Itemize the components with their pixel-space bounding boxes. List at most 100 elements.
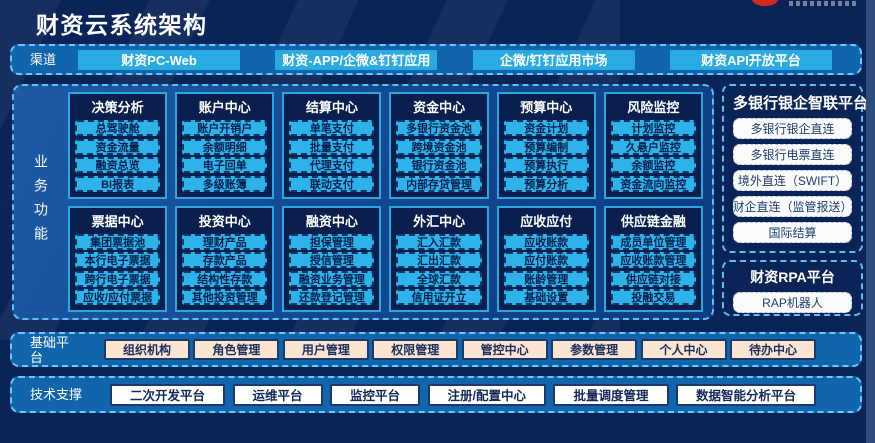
module-item-button[interactable]: 应收账款 (503, 233, 589, 250)
module-item-button[interactable]: 汇出汇款 (396, 252, 482, 269)
channels-label: 渠道 (30, 52, 57, 67)
module-item-button[interactable]: 应付账款 (503, 252, 589, 269)
base-platform-button[interactable]: 参数管理 (551, 339, 638, 360)
module-item-button[interactable]: 批量支付 (289, 138, 375, 155)
platform-item-button[interactable]: 多银行电票直连 (733, 144, 852, 165)
module-item-button[interactable]: 电子回单 (182, 157, 268, 174)
vendor-logo-icon (752, 0, 778, 6)
module-item-button[interactable]: 银行资金池 (396, 157, 482, 174)
rpa-platform-title: 财资RPA平台 (750, 269, 835, 285)
module-item-button[interactable]: 信用证开立 (396, 289, 482, 305)
module-item-button[interactable]: 汇入汇款 (396, 233, 482, 250)
rpa-platform-panel: 财资RPA平台 RAP机器人 (722, 260, 863, 316)
module-item-button[interactable]: 内部存贷管理 (396, 175, 482, 192)
module-item-button[interactable]: 集团票据池 (75, 233, 161, 250)
module-item-button[interactable]: 联动支付 (289, 175, 375, 192)
module-item-button[interactable]: 本行电子票据 (75, 252, 161, 269)
module-title: 投资中心 (198, 213, 251, 229)
module-item-button[interactable]: 融资业务管理 (289, 270, 375, 287)
channel-button[interactable]: 财资API开放平台 (669, 49, 832, 70)
module-box: 投资中心理财产品存款产品 结构性存款其他投资管理 (175, 205, 275, 312)
module-title: 风险监控 (627, 100, 680, 115)
module-item-button[interactable]: 投融交易 (610, 289, 696, 305)
module-box: 决策分析 总驾驶舱 资金流量 融资总览 BI报表 (68, 92, 168, 199)
module-item-button[interactable]: 预算编制 (503, 138, 589, 155)
module-item-button[interactable]: 融资总览 (75, 157, 161, 174)
module-item-button[interactable]: 账户开销户 (182, 120, 268, 137)
module-item-button[interactable]: 结构性存款 (182, 270, 268, 287)
rpa-item-button[interactable]: RAP机器人 (733, 292, 852, 313)
module-item-button[interactable]: 多级账簿 (182, 175, 268, 192)
platform-item-button[interactable]: 财企直连（监管报送） (733, 196, 852, 217)
module-item-button[interactable]: 应收/应付票据 (75, 289, 161, 305)
tech-support-button[interactable]: 数据智能分析平台 (675, 383, 816, 406)
module-item-button[interactable]: 资金流向监控 (610, 175, 696, 192)
module-item-button[interactable]: 余额监控 (610, 157, 696, 174)
base-platform-button[interactable]: 权限管理 (372, 339, 459, 360)
platform-item-button[interactable]: 国际结算 (733, 222, 852, 243)
module-item-button[interactable]: 其他投资管理 (182, 289, 268, 305)
tech-support-button[interactable]: 注册/配置中心 (427, 383, 546, 406)
module-item-button[interactable]: 存款产品 (182, 252, 268, 269)
module-item-button[interactable]: 久悬户监控 (610, 138, 696, 155)
base-platform-button[interactable]: 个人中心 (640, 339, 727, 360)
module-item-button[interactable]: 计划监控 (610, 120, 696, 137)
module-item-button[interactable]: 跨行电子票据 (75, 270, 161, 287)
module-item-button[interactable]: 预算分析 (503, 175, 589, 192)
channel-button[interactable]: 财资PC-Web (78, 49, 240, 70)
module-item-button[interactable]: 多银行资金池 (396, 120, 482, 137)
channels-panel: 渠道 财资PC-Web 财资-APP/企微&钉钉应用 企微/钉钉应用市场 财资API开… (10, 44, 862, 75)
rpa-item-list: RAP机器人 (733, 292, 852, 313)
base-platform-button-strip: 组织机构 角色管理 用户管理 权限管理 管控中心 参数管理 个人中心 待办中心 (104, 339, 816, 360)
module-box: 供应链金融成员单位管理 应收账款管理 供应链对接投融交易 (603, 205, 703, 312)
module-item-button[interactable]: 单笔支付 (289, 120, 375, 137)
base-platform-label: 基础平台 (30, 334, 70, 365)
module-box: 预算中心资金计划 预算编制预算执行 预算分析 (496, 92, 596, 199)
module-item-button[interactable]: 全球汇款 (396, 270, 482, 287)
module-item-button[interactable]: 还款登记管理 (289, 289, 375, 305)
channel-button[interactable]: 企微/钉钉应用市场 (472, 49, 635, 70)
base-platform-button[interactable]: 待办中心 (729, 339, 816, 360)
module-title: 供应链金融 (620, 213, 686, 229)
multibank-platform-panel: 多银行银企智联平台 多银行银企直连 多银行电票直连 境外直连（SWIFT） 财企直连（… (722, 84, 868, 253)
module-item-button[interactable]: 应收账款管理 (610, 252, 696, 269)
tech-support-label: 技术支撑 (30, 387, 83, 402)
module-title: 外汇中心 (413, 213, 466, 229)
module-item-button[interactable]: 代理支付 (289, 157, 375, 174)
tech-support-button[interactable]: 批量调度管理 (553, 383, 669, 406)
module-box: 账户中心账户开销户 余额明细电子回单 多级账簿 (175, 92, 275, 199)
module-item-button[interactable]: 担保管理 (289, 233, 375, 250)
tech-support-button[interactable]: 二次开发平台 (110, 383, 226, 406)
module-item-button[interactable]: 账龄管理 (503, 270, 589, 287)
platform-item-button[interactable]: 多银行银企直连 (733, 118, 852, 139)
base-platform-button[interactable]: 管控中心 (461, 339, 548, 360)
channel-button[interactable]: 财资-APP/企微&钉钉应用 (275, 49, 438, 70)
tech-support-button[interactable]: 运维平台 (232, 383, 323, 406)
tech-support-button[interactable]: 监控平台 (330, 383, 421, 406)
module-item-button[interactable]: BI报表 (75, 175, 161, 192)
base-platform-panel: 基础平台 组织机构 角色管理 用户管理 权限管理 管控中心 参数管理 个人中心 待办中心 (10, 332, 862, 367)
platform-item-button[interactable]: 境外直连（SWIFT） (733, 170, 852, 191)
base-platform-button[interactable]: 角色管理 (193, 339, 280, 360)
module-box: 风险监控计划监控 久悬户监控余额监控 资金流向监控 (603, 92, 703, 199)
module-title: 预算中心 (520, 100, 573, 115)
module-item-button[interactable]: 余额明细 (182, 138, 268, 155)
module-item-button[interactable]: 预算执行 (503, 157, 589, 174)
module-item-button[interactable]: 理财产品 (182, 233, 268, 250)
module-item-button[interactable]: 资金流量 (75, 138, 161, 155)
module-box: 融资中心 担保管理 授信管理 融资业务管理 还款登记管理 (282, 205, 382, 312)
module-item-button[interactable]: 跨境资金池 (396, 138, 482, 155)
module-title: 结算中心 (305, 100, 358, 115)
module-item-button[interactable]: 资金计划 (503, 120, 589, 137)
tech-support-panel: 技术支撑 二次开发平台 运维平台 监控平台 注册/配置中心 批量调度管理 数据智能分析平台 (10, 376, 862, 413)
base-platform-button[interactable]: 组织机构 (104, 339, 190, 360)
module-box: 结算中心单笔支付 批量支付代理支付 联动支付 (282, 92, 382, 199)
module-item-button[interactable]: 供应链对接 (610, 270, 696, 287)
module-item-button[interactable]: 授信管理 (289, 252, 375, 269)
module-item-button[interactable]: 基础设置 (503, 289, 589, 305)
module-item-button[interactable]: 总驾驶舱 (75, 120, 161, 137)
base-platform-button[interactable]: 用户管理 (282, 339, 369, 360)
module-item-button[interactable]: 成员单位管理 (610, 233, 696, 250)
module-title: 账户中心 (198, 100, 251, 115)
